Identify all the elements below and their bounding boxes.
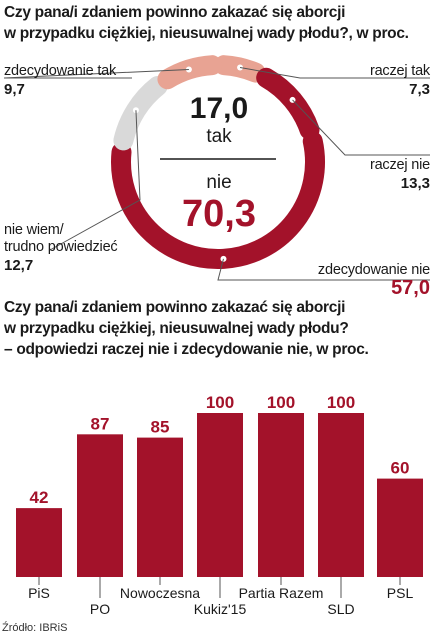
value-nie-wiem: 12,7	[4, 257, 34, 274]
bar-label-5: SLD	[327, 601, 354, 617]
bar-value-2: 85	[151, 418, 170, 437]
bar-value-6: 60	[391, 459, 410, 478]
bar-6	[377, 478, 423, 577]
bar-1	[77, 434, 123, 577]
bar-4	[258, 413, 304, 577]
bar-label-0: PiS	[28, 585, 50, 601]
bar-value-3: 100	[206, 393, 234, 412]
chart2-title: Czy pana/i zdaniem powinno zakazać się a…	[4, 299, 369, 358]
bar-label-3: Kukiz'15	[194, 601, 247, 617]
label-raczej-nie: raczej nie	[369, 157, 430, 173]
label-raczej-tak: raczej tak	[369, 63, 430, 79]
bar-value-4: 100	[267, 393, 295, 412]
value-raczej-tak: 7,3	[409, 81, 430, 98]
label-zdecydowanie-nie: zdecydowanie nie	[317, 262, 430, 278]
bar-value-5: 100	[327, 393, 355, 412]
leader-line-nie-wiem	[49, 110, 141, 251]
center-tak-label: tak	[206, 126, 232, 147]
bar-0	[16, 508, 62, 577]
label-zdecydowanie-tak: zdecydowanie tak	[4, 63, 117, 79]
center-nie-label: nie	[206, 172, 232, 193]
leader-line-zdecydowanie-nie	[217, 258, 430, 281]
center-nie-value: 70,3	[182, 193, 256, 235]
bar-3	[197, 413, 243, 577]
bar-2	[137, 437, 183, 577]
center-tak-value: 17,0	[189, 92, 249, 125]
leader-line-raczej-nie	[292, 99, 430, 156]
bar-label-6: PSL	[387, 585, 414, 601]
chart1-title: Czy pana/i zdaniem powinno zakazać się a…	[4, 4, 409, 42]
leader-line-raczej-tak	[239, 67, 430, 79]
source-note: Źródło: IBRiS	[2, 622, 68, 634]
label-nie-wiem: nie wiem/ trudno powiedzieć	[4, 222, 118, 255]
bar-label-1: PO	[90, 601, 110, 617]
value-zdecydowanie-tak: 9,7	[4, 81, 25, 98]
donut-chart	[3, 55, 430, 281]
bar-label-4: Partia Razem	[239, 585, 324, 601]
bar-value-1: 87	[91, 414, 110, 433]
value-zdecydowanie-nie: 57,0	[391, 277, 430, 299]
leader-line-zdecydowanie-tak	[3, 68, 189, 79]
value-raczej-nie: 13,3	[400, 175, 430, 192]
bar-value-0: 42	[30, 488, 49, 507]
bar-5	[318, 413, 364, 577]
bar-label-2: Nowoczesna	[120, 585, 200, 601]
